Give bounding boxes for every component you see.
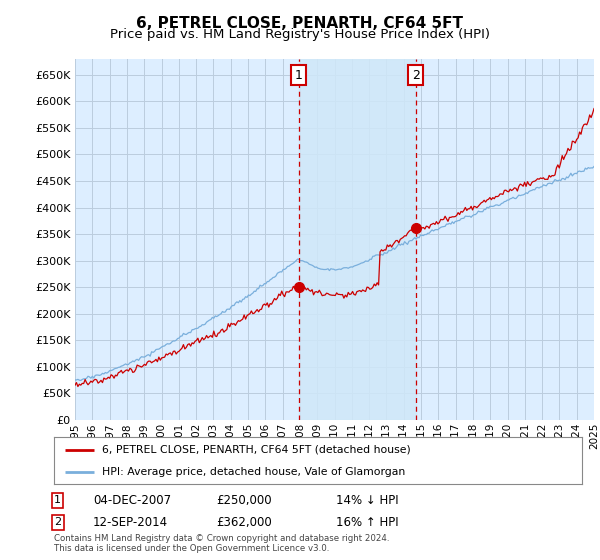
Text: 12-SEP-2014: 12-SEP-2014 (93, 516, 168, 529)
Text: 1: 1 (54, 495, 61, 505)
Text: 1: 1 (295, 68, 302, 82)
Bar (299, 59, 416, 420)
Text: 14% ↓ HPI: 14% ↓ HPI (336, 493, 398, 507)
Text: 16% ↑ HPI: 16% ↑ HPI (336, 516, 398, 529)
Text: 6, PETREL CLOSE, PENARTH, CF64 5FT: 6, PETREL CLOSE, PENARTH, CF64 5FT (137, 16, 464, 31)
Text: £250,000: £250,000 (216, 493, 272, 507)
Text: Price paid vs. HM Land Registry's House Price Index (HPI): Price paid vs. HM Land Registry's House … (110, 28, 490, 41)
Text: 6, PETREL CLOSE, PENARTH, CF64 5FT (detached house): 6, PETREL CLOSE, PENARTH, CF64 5FT (deta… (101, 445, 410, 455)
Text: 2: 2 (412, 68, 420, 82)
Text: HPI: Average price, detached house, Vale of Glamorgan: HPI: Average price, detached house, Vale… (101, 466, 405, 477)
Text: Contains HM Land Registry data © Crown copyright and database right 2024.
This d: Contains HM Land Registry data © Crown c… (54, 534, 389, 553)
Text: 2: 2 (54, 517, 61, 528)
Text: £362,000: £362,000 (216, 516, 272, 529)
Text: 04-DEC-2007: 04-DEC-2007 (93, 493, 171, 507)
